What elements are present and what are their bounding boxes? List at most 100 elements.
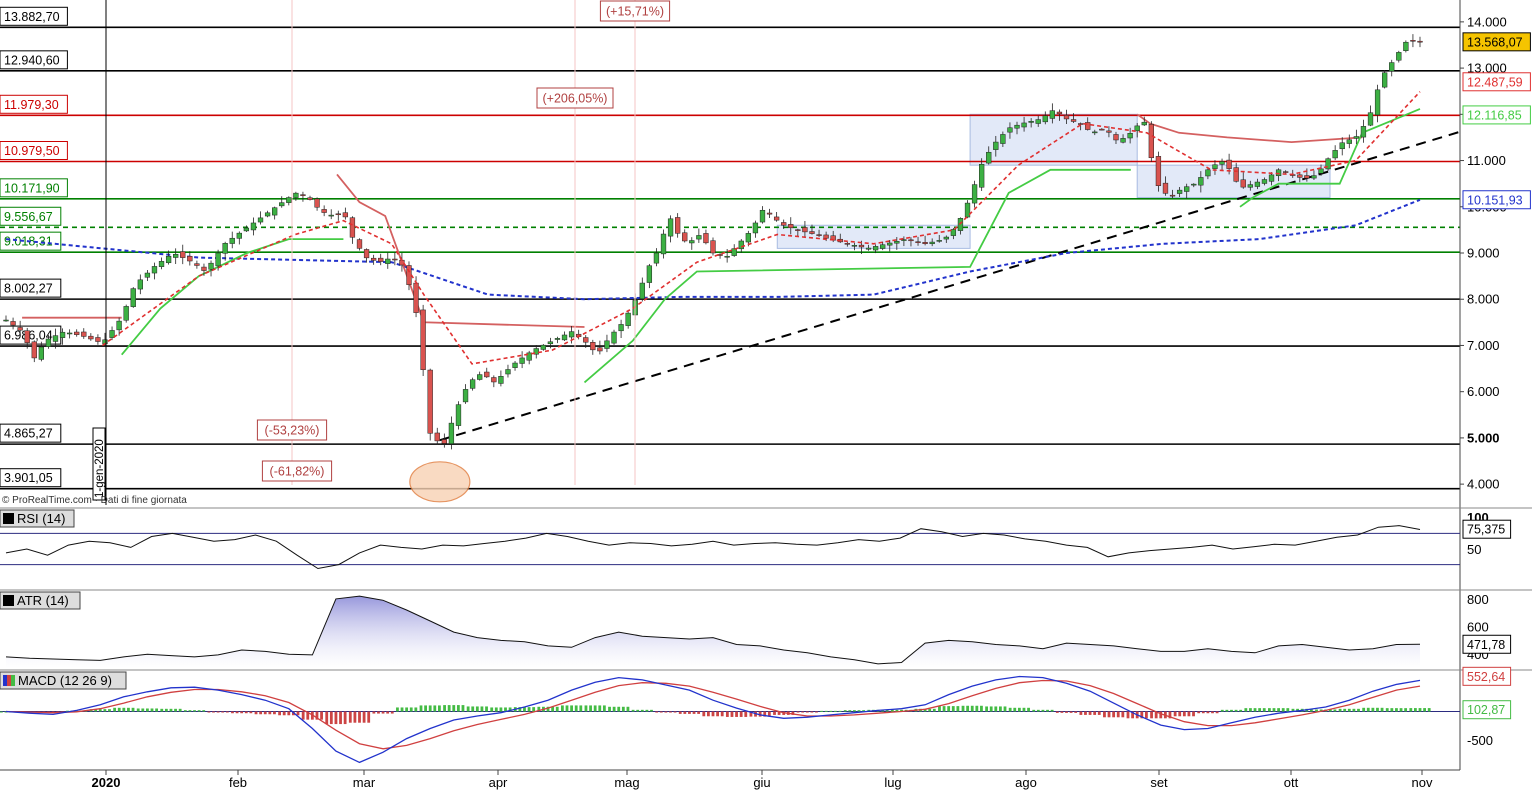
candle-body [788, 224, 793, 227]
macd-hist-bar [1117, 712, 1120, 718]
level-label-10: 3.901,05 [4, 471, 53, 485]
candle-body [873, 246, 878, 250]
macd-hist-bar [283, 712, 286, 716]
candle-body [1029, 121, 1034, 122]
macd-hist-bar [189, 710, 192, 711]
macd-hist-bar [476, 706, 479, 711]
candle-body [753, 223, 758, 233]
macd-hist-bar [495, 707, 498, 711]
candle-body [187, 256, 192, 261]
macd-hist-bar [1286, 708, 1289, 711]
candle-body [60, 332, 65, 337]
macd-hist-bar [608, 707, 611, 712]
macd-hist-bar [212, 712, 215, 713]
macd-hist-bar [1258, 708, 1261, 711]
candle-body [1368, 113, 1373, 125]
macd-hist-badge: 102,87 [1467, 703, 1505, 717]
x-tick-label-4: mag [614, 775, 639, 790]
macd-hist-bar [641, 710, 644, 712]
candle-body [124, 306, 129, 320]
macd-hist-bar [1061, 712, 1064, 713]
macd-hist-bar [208, 712, 211, 713]
candle-body [993, 142, 998, 150]
candle-body [378, 258, 383, 261]
macd-hist-bar [1244, 708, 1247, 711]
x-tick-label-1: feb [229, 775, 247, 790]
macd-hist-bar [566, 705, 569, 711]
macd-hist-bar [947, 706, 950, 711]
macd-hist-bar [740, 712, 743, 717]
macd-hist-bar [1414, 708, 1417, 711]
macd-swatch-2 [7, 675, 11, 686]
x-tick-label-9: ott [1284, 775, 1299, 790]
candle-body [1227, 160, 1232, 169]
candle-body [216, 253, 221, 266]
candle-body [315, 199, 320, 207]
macd-hist-bar [320, 712, 323, 720]
candle-body [449, 423, 454, 444]
candle-body [202, 267, 207, 271]
macd-hist-bar [825, 711, 828, 712]
macd-hist-bar [697, 712, 700, 714]
macd-hist-bar [160, 709, 163, 712]
macd-hist-bar [1202, 712, 1205, 714]
macd-hist-bar [226, 712, 229, 713]
macd-hist-bar [829, 711, 832, 712]
macd-hist-bar [1353, 709, 1356, 712]
macd-hist-bar [401, 707, 404, 711]
candle-body [725, 256, 730, 257]
macd-hist-bar [1381, 708, 1384, 712]
annotation-label-3: (-61,82%) [270, 465, 325, 479]
macd-hist-bar [561, 705, 564, 711]
macd-hist-bar [971, 706, 974, 712]
candle-body [336, 214, 341, 215]
macd-hist-bar [1178, 712, 1181, 717]
macd-hist-bar [1221, 710, 1224, 712]
macd-hist-bar [980, 706, 983, 712]
macd-hist-bar [1239, 710, 1242, 712]
candle-body [711, 241, 716, 253]
candle-body [1149, 124, 1154, 158]
macd-hist-bar [1188, 712, 1191, 717]
macd-hist-bar [1339, 709, 1342, 712]
candle-body [230, 238, 235, 243]
macd-hist-bar [330, 712, 333, 725]
candle-body [739, 241, 744, 249]
candle-body [371, 258, 376, 260]
macd-hist-bar [1013, 708, 1016, 712]
candle-body [845, 243, 850, 244]
macd-hist-bar [1216, 712, 1219, 714]
macd-hist-bar [438, 705, 441, 711]
candle-body [930, 242, 935, 244]
macd-hist-bar [410, 707, 413, 711]
macd-hist-bar [151, 708, 154, 711]
x-tick-label-2: mar [353, 775, 376, 790]
candle-body [364, 249, 369, 257]
macd-hist-bar [1362, 708, 1365, 712]
macd-hist-bar [1343, 709, 1346, 712]
candle-body [1121, 138, 1126, 142]
candle-body [46, 339, 51, 347]
macd-hist-bar [1098, 712, 1101, 715]
right-badge-1: 12.116,85 [1467, 108, 1522, 122]
macd-hist-bar [278, 712, 281, 716]
candle-body [1340, 143, 1345, 149]
macd-hist-bar [462, 705, 465, 711]
candle-body [1142, 122, 1147, 125]
candle-body [541, 345, 546, 349]
x-tick-label-8: set [1150, 775, 1168, 790]
macd-hist-bar [1042, 710, 1045, 712]
macd-hist-bar [1065, 712, 1068, 713]
candle-body [1234, 168, 1239, 182]
macd-hist-bar [1386, 708, 1389, 711]
macd-hist-bar [1315, 709, 1318, 711]
candle-body [180, 252, 185, 258]
candle-body [1241, 180, 1246, 187]
macd-swatch-1 [3, 675, 7, 686]
candle-body [152, 266, 157, 273]
candle-body [506, 369, 511, 374]
macd-hist-bar [467, 706, 470, 711]
macd-hist-bar [669, 712, 672, 713]
macd-hist-bar [839, 711, 842, 712]
y-tick-label-0: 4.000 [1467, 477, 1500, 492]
